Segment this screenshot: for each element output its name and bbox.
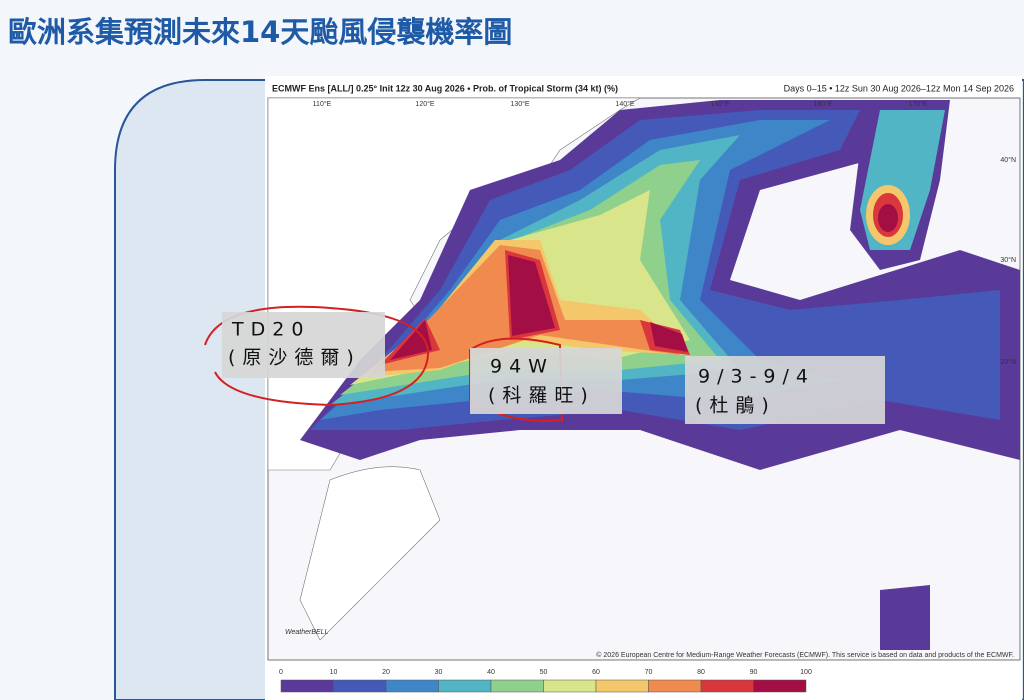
- title: 歐洲系集預測未來14天颱風侵襲機率圖: [8, 15, 512, 49]
- color-cell: [753, 679, 807, 693]
- annotation-label: (原沙德爾): [228, 347, 361, 369]
- colorbar-tick-label: 60: [592, 669, 600, 676]
- lon-label: 170°E: [908, 100, 927, 108]
- color-cell: [280, 679, 334, 693]
- lat-label: 40°N: [1000, 156, 1016, 164]
- colorbar: 0 10 20 30 40 50 60 70 80 90 100: [279, 669, 812, 693]
- annotation-box: [685, 356, 885, 424]
- lon-label: 160°E: [813, 100, 832, 108]
- annotation-label: 94W: [490, 356, 554, 378]
- lon-label: 140°E: [615, 100, 634, 108]
- lon-label: 130°E: [510, 100, 529, 108]
- colorbar-tick-label: 10: [330, 669, 338, 676]
- lon-label: 120°E: [415, 100, 434, 108]
- lon-label: 150°E: [710, 100, 729, 108]
- land: [299, 466, 441, 641]
- colorbar-tick-label: 90: [750, 669, 758, 676]
- colorbar-tick-label: 70: [645, 669, 653, 676]
- color-cell: [438, 679, 492, 693]
- color-cell: [385, 679, 439, 693]
- annotation-label: TD20: [231, 319, 310, 341]
- map-header: Days 0–15 • 12z Sun 30 Aug 2026–12z Mon …: [784, 83, 1014, 93]
- annotation-label: (科羅旺): [488, 385, 595, 407]
- annotation-label: (杜鵑): [695, 395, 776, 417]
- map-header: ECMWF Ens [ALL/] 0.25° Init 12z 30 Aug 2…: [272, 83, 618, 93]
- colorbar-tick-label: 40: [487, 669, 495, 676]
- annotations: TD20 (原沙德爾) 94W (科羅旺) 9/3-9/4 (杜鵑): [204, 305, 885, 424]
- color-cell: [333, 679, 387, 693]
- lat-label: 30°N: [1000, 256, 1016, 264]
- lat-label: 20°N: [1000, 358, 1016, 366]
- lon-label: 110°E: [313, 100, 332, 108]
- colorbar-tick-label: 100: [800, 669, 812, 676]
- colorbar-tick-label: 50: [540, 669, 548, 676]
- color-cell: [490, 679, 544, 693]
- color-cell: [700, 679, 754, 693]
- credit: © 2026 European Centre for Medium-Range …: [596, 651, 1014, 659]
- watermark: WeatherBELL: [285, 629, 329, 636]
- annotation-label: 9/3-9/4: [698, 366, 815, 388]
- annotation-box: [222, 312, 385, 378]
- colorbar-tick-label: 20: [382, 669, 390, 676]
- color-cell: [648, 679, 702, 693]
- colorbar-tick-label: 30: [435, 669, 443, 676]
- color-cell: [595, 679, 649, 693]
- circle-highlight: [204, 305, 430, 407]
- colorbar-tick-label: 80: [697, 669, 705, 676]
- map: ECMWF Ens [ALL/] 0.25° Init 12z 30 Aug 2…: [265, 76, 1022, 700]
- colorbar-tick-label: 0: [279, 669, 283, 676]
- color-cell: [543, 679, 597, 693]
- annotation-box: [470, 348, 622, 414]
